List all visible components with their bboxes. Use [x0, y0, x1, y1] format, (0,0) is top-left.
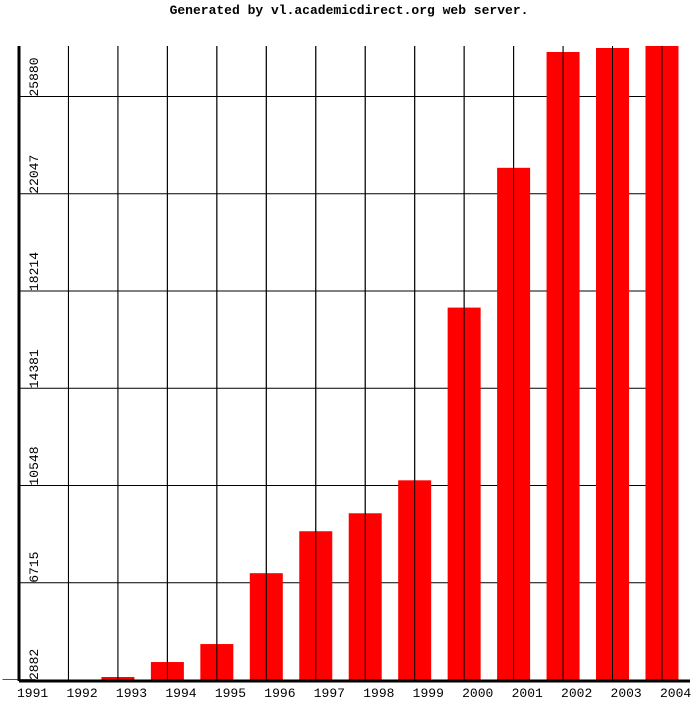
x-tick-label: 2003	[611, 686, 642, 700]
x-tick-label: 2004	[660, 686, 691, 700]
x-tick-label: 1991	[17, 686, 48, 700]
x-tick-label: 2000	[462, 686, 493, 700]
x-tick-label: 1993	[116, 686, 147, 700]
x-tick-label: 1995	[215, 686, 246, 700]
y-tick-label: 10548	[27, 446, 42, 485]
x-tick-label: 1994	[165, 686, 196, 700]
x-tick-label: 1997	[314, 686, 345, 700]
x-tick-label: 2001	[512, 686, 543, 700]
x-tick-label: 1998	[363, 686, 394, 700]
y-tick-label: 22047	[27, 155, 42, 194]
x-tick-label: 1992	[66, 686, 97, 700]
x-tick-label: 2002	[561, 686, 592, 700]
y-tick-label: 6715	[27, 552, 42, 583]
x-tick-label: 1999	[413, 686, 444, 700]
x-tick-label: 1996	[264, 686, 295, 700]
y-tick-label: 2882	[27, 649, 42, 680]
y-tick-label: 25880	[27, 57, 42, 96]
y-tick-label: 18214	[27, 252, 42, 291]
chart-title: Generated by vl.academicdirect.org web s…	[170, 3, 529, 18]
y-tick-label: 14381	[27, 349, 42, 388]
